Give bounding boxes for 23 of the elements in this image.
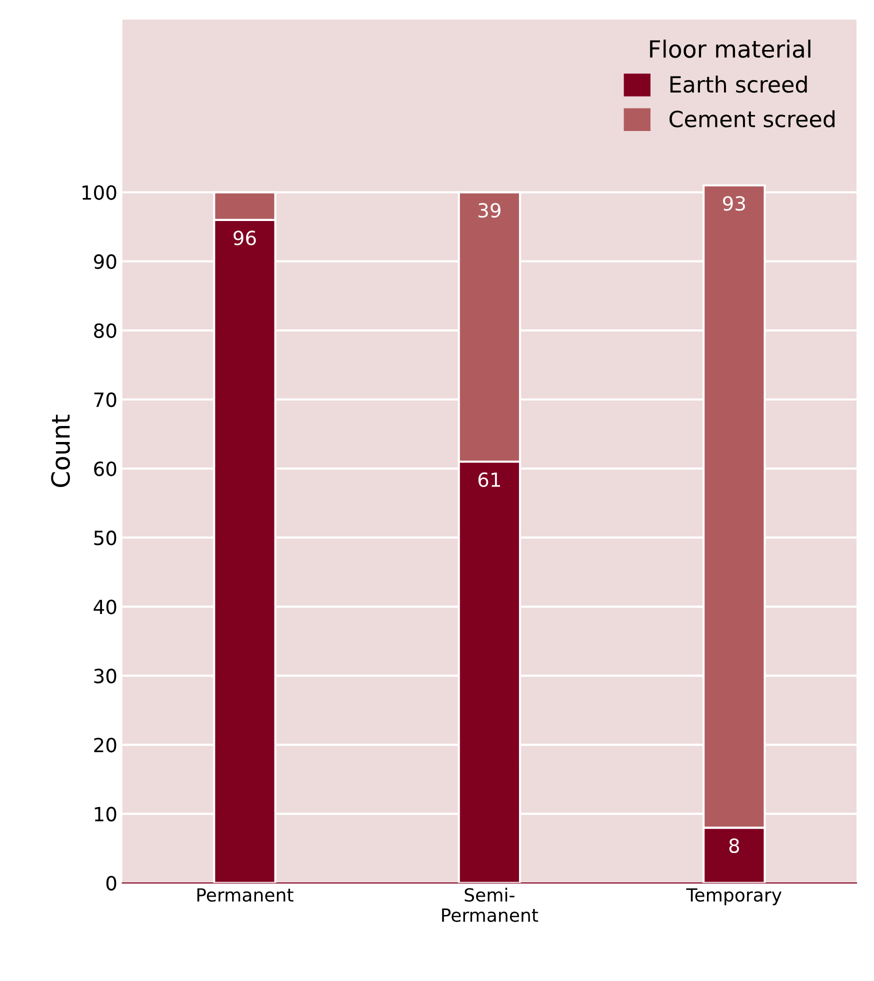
- y-tick-label: 60: [94, 461, 116, 476]
- data-label: 93: [723, 196, 745, 211]
- y-tick-label: 80: [94, 323, 116, 338]
- data-label: 8: [729, 838, 740, 854]
- x-tick-label: Semi- Permanent: [442, 888, 538, 922]
- legend-title: Floor material: [650, 40, 810, 58]
- data-label: 61: [478, 472, 500, 488]
- data-label: 96: [234, 230, 256, 246]
- y-tick-label: 100: [82, 185, 116, 200]
- y-tick-label: 10: [94, 806, 116, 822]
- y-tick-label: 40: [94, 600, 116, 614]
- data-label: 39: [478, 202, 500, 218]
- legend-label: Earth screed: [670, 76, 807, 93]
- y-tick-label: 0: [106, 876, 116, 891]
- y-axis-title: Count: [51, 414, 70, 487]
- legend-label: Cement screed: [670, 110, 834, 128]
- y-tick-label: 70: [94, 392, 116, 408]
- y-tick-label: 20: [94, 738, 116, 752]
- y-tick-label: 90: [94, 254, 116, 269]
- y-tick-label: 30: [94, 668, 116, 684]
- y-tick-label: 50: [94, 530, 116, 546]
- x-tick-label: Permanent: [197, 888, 294, 902]
- x-tick-label: Temporary: [686, 888, 782, 906]
